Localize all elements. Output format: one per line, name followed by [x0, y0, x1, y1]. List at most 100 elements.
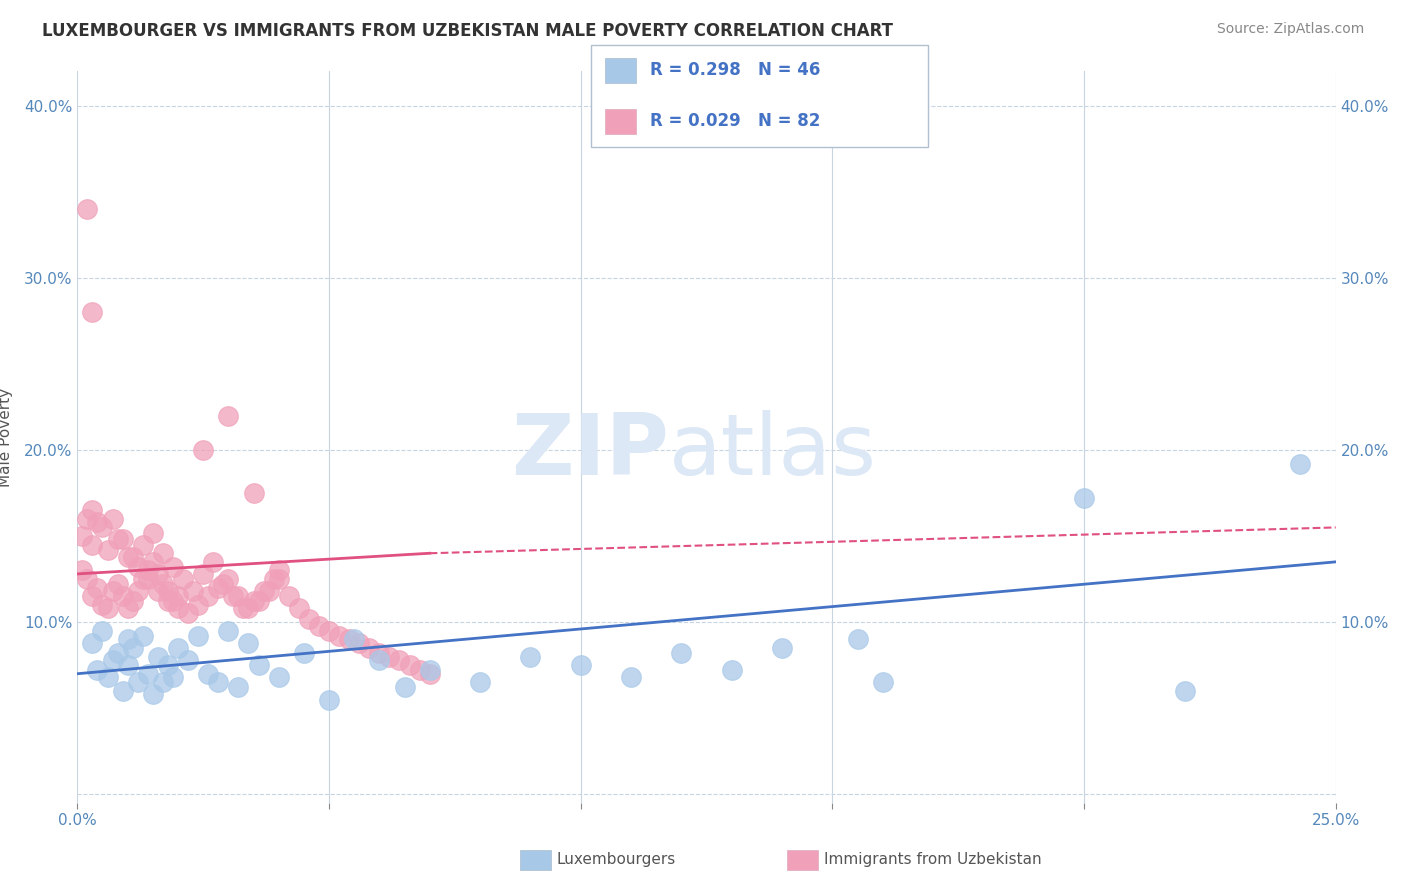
Point [127, 675, 149, 690]
Point [91, 520, 114, 534]
Point [388, 653, 411, 667]
Point [76, 572, 98, 586]
Point [267, 564, 290, 578]
Point [111, 533, 134, 547]
Point [197, 589, 219, 603]
Point [127, 560, 149, 574]
Text: atlas: atlas [669, 410, 877, 493]
Point [96, 670, 118, 684]
Point [318, 692, 340, 706]
Point [187, 629, 209, 643]
Point [318, 624, 340, 638]
Point [238, 636, 260, 650]
Point [277, 589, 299, 603]
Point [132, 629, 155, 643]
Point [263, 572, 285, 586]
Point [82, 636, 104, 650]
Point [252, 584, 274, 599]
Point [86, 516, 108, 530]
Point [378, 649, 401, 664]
Point [72, 529, 94, 543]
Point [107, 533, 129, 547]
Point [267, 572, 290, 586]
Point [96, 601, 118, 615]
Point [191, 566, 215, 581]
Point [217, 572, 239, 586]
Point [394, 681, 416, 695]
Point [152, 675, 174, 690]
Point [72, 564, 94, 578]
Point [142, 525, 165, 540]
Point [142, 687, 165, 701]
Point [770, 640, 793, 655]
Point [117, 632, 139, 647]
Point [468, 675, 491, 690]
Point [177, 607, 200, 621]
Point [242, 486, 264, 500]
Point [343, 632, 366, 647]
Point [181, 584, 204, 599]
Point [82, 538, 104, 552]
Point [76, 202, 98, 216]
Point [408, 663, 430, 677]
Point [101, 512, 124, 526]
Point [846, 632, 869, 647]
Point [167, 601, 190, 615]
Text: ZIP: ZIP [510, 410, 669, 493]
Point [207, 675, 229, 690]
Point [86, 581, 108, 595]
Point [207, 581, 229, 595]
Point [368, 653, 391, 667]
Point [419, 666, 441, 681]
Point [328, 629, 350, 643]
Point [247, 594, 270, 608]
Point [212, 577, 235, 591]
Point [82, 589, 104, 603]
Point [152, 577, 174, 591]
Point [162, 670, 184, 684]
Point [187, 598, 209, 612]
Point [156, 584, 179, 599]
Point [146, 584, 169, 599]
Point [162, 560, 184, 574]
Point [172, 572, 194, 586]
Point [142, 555, 165, 569]
Point [156, 594, 179, 608]
Point [720, 663, 742, 677]
Point [167, 589, 190, 603]
Point [232, 601, 254, 615]
Point [132, 572, 155, 586]
Point [111, 684, 134, 698]
Point [111, 589, 134, 603]
Point [569, 658, 592, 673]
Point [298, 612, 321, 626]
Point [671, 646, 693, 660]
Point [136, 564, 159, 578]
Point [167, 640, 190, 655]
Point [162, 594, 184, 608]
Point [82, 503, 104, 517]
Point [217, 624, 239, 638]
Point [82, 305, 104, 319]
Point [121, 640, 143, 655]
Text: R = 0.298   N = 46: R = 0.298 N = 46 [650, 62, 820, 79]
Point [156, 658, 179, 673]
Point [86, 663, 108, 677]
Point [337, 632, 360, 647]
Point [152, 546, 174, 560]
Point [519, 649, 541, 664]
Point [117, 549, 139, 564]
Point [419, 663, 441, 677]
Point [238, 601, 260, 615]
Point [136, 666, 159, 681]
Point [177, 653, 200, 667]
Point [620, 670, 643, 684]
Point [368, 646, 391, 660]
Point [202, 555, 225, 569]
Point [117, 658, 139, 673]
Point [121, 549, 143, 564]
Point [359, 640, 381, 655]
Point [76, 512, 98, 526]
Text: R = 0.029   N = 82: R = 0.029 N = 82 [650, 112, 820, 130]
Point [267, 670, 290, 684]
